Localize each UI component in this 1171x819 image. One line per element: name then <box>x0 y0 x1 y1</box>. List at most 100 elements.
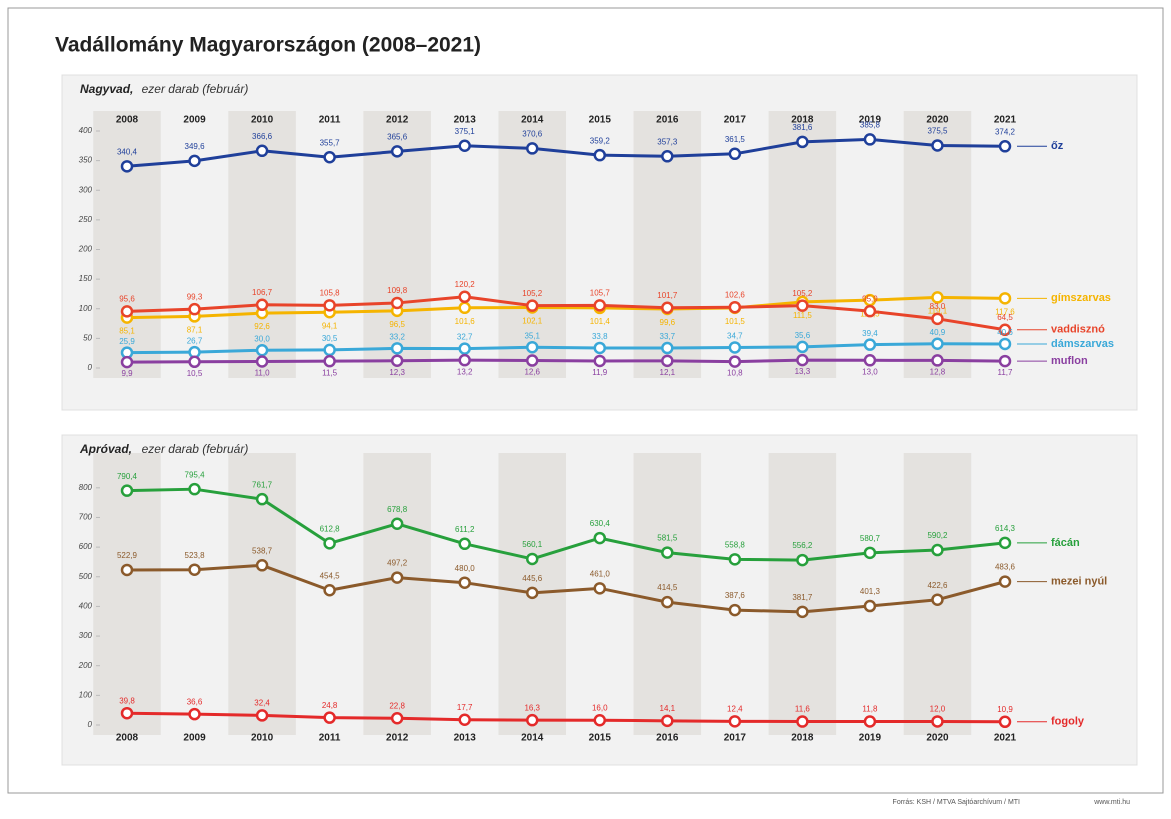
value-label: 85,1 <box>119 327 135 336</box>
point <box>730 302 740 312</box>
panel-title: Nagyvad, <box>80 82 133 96</box>
value-label: 83,0 <box>930 302 946 311</box>
x-tick-label: 2010 <box>251 115 274 126</box>
value-label: 11,7 <box>998 368 1014 377</box>
x-tick-label: 2010 <box>251 733 274 744</box>
point <box>392 356 402 366</box>
value-label: 612,8 <box>320 524 341 533</box>
point <box>190 156 200 166</box>
point <box>662 356 672 366</box>
panel-subtitle: ezer darab (február) <box>142 442 249 456</box>
value-label: 39,8 <box>119 696 135 705</box>
value-label: 101,5 <box>725 317 746 326</box>
legend-label: dámszarvas <box>1051 338 1114 350</box>
value-label: 102,6 <box>725 290 746 299</box>
value-label: 590,2 <box>927 531 948 540</box>
point <box>527 143 537 153</box>
value-label: 790,4 <box>117 472 138 481</box>
point <box>122 708 132 718</box>
value-label: 22,8 <box>389 701 405 710</box>
value-label: 32,7 <box>457 333 473 342</box>
point <box>527 588 537 598</box>
value-label: 538,7 <box>252 546 273 555</box>
point <box>865 717 875 727</box>
x-tick-label: 2009 <box>183 733 206 744</box>
point <box>325 713 335 723</box>
point <box>257 494 267 504</box>
y-tick-label: 100 <box>79 304 93 313</box>
value-label: 99,6 <box>660 318 676 327</box>
value-label: 340,4 <box>117 147 138 156</box>
value-label: 26,7 <box>187 336 203 345</box>
point <box>595 343 605 353</box>
value-label: 381,7 <box>792 593 813 602</box>
x-tick-label: 2017 <box>724 115 747 126</box>
value-label: 64,5 <box>997 313 1013 322</box>
value-label: 614,3 <box>995 524 1016 533</box>
value-label: 370,6 <box>522 130 543 139</box>
value-label: 36,6 <box>187 697 203 706</box>
y-tick-label: 50 <box>83 333 92 342</box>
value-label: 349,6 <box>185 142 206 151</box>
point <box>1000 577 1010 587</box>
value-label: 17,7 <box>457 703 473 712</box>
x-tick-label: 2011 <box>319 115 341 126</box>
y-tick-label: 100 <box>79 690 93 699</box>
point <box>932 292 942 302</box>
point <box>460 303 470 313</box>
x-tick-label: 2016 <box>656 115 679 126</box>
point <box>325 538 335 548</box>
point <box>865 548 875 558</box>
point <box>595 300 605 310</box>
x-tick-label: 2021 <box>994 115 1017 126</box>
point <box>797 607 807 617</box>
value-label: 106,7 <box>252 288 273 297</box>
value-label: 357,3 <box>657 137 678 146</box>
x-tick-label: 2008 <box>116 733 139 744</box>
point <box>932 355 942 365</box>
value-label: 96,5 <box>389 320 405 329</box>
point <box>797 555 807 565</box>
x-tick-label: 2012 <box>386 733 409 744</box>
point <box>122 161 132 171</box>
value-label: 16,0 <box>592 703 608 712</box>
value-label: 33,7 <box>660 332 676 341</box>
x-tick-label: 2019 <box>859 733 882 744</box>
value-label: 581,5 <box>657 534 678 543</box>
value-label: 497,2 <box>387 559 408 568</box>
value-label: 445,6 <box>522 574 543 583</box>
value-label: 359,2 <box>590 136 611 145</box>
point <box>527 356 537 366</box>
value-label: 40,9 <box>930 328 946 337</box>
point <box>325 585 335 595</box>
legend-label: muflon <box>1051 355 1088 367</box>
point <box>662 716 672 726</box>
point <box>730 605 740 615</box>
point <box>730 149 740 159</box>
x-tick-label: 2015 <box>589 115 612 126</box>
point <box>392 343 402 353</box>
point <box>1000 356 1010 366</box>
value-label: 361,5 <box>725 135 746 144</box>
value-label: 12,0 <box>930 705 946 714</box>
y-tick-label: 500 <box>79 572 93 581</box>
point <box>527 342 537 352</box>
y-tick-label: 700 <box>79 513 93 522</box>
x-tick-label: 2020 <box>926 115 949 126</box>
legend-label: fácán <box>1051 537 1080 549</box>
value-label: 94,1 <box>322 321 338 330</box>
legend-label: gímszarvas <box>1051 292 1111 304</box>
x-tick-label: 2017 <box>724 733 747 744</box>
source: Forrás: KSH / MTVA Sajtóarchívum / MTI <box>893 799 1021 806</box>
point <box>190 304 200 314</box>
value-label: 11,0 <box>255 369 271 378</box>
x-tick-label: 2020 <box>926 733 949 744</box>
point <box>122 486 132 496</box>
point <box>392 573 402 583</box>
value-label: 11,8 <box>862 705 878 714</box>
point <box>932 595 942 605</box>
point <box>460 355 470 365</box>
value-label: 99,3 <box>187 292 203 301</box>
value-label: 10,5 <box>187 369 203 378</box>
point <box>190 357 200 367</box>
